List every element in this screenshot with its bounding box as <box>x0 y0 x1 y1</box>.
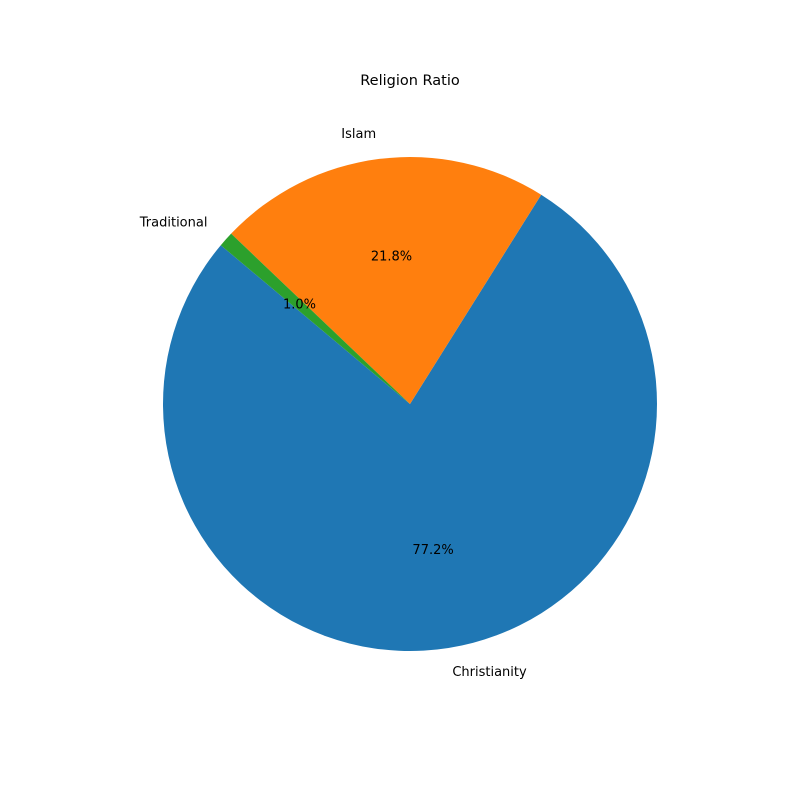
slice-label-christianity: Christianity <box>452 665 527 680</box>
pie-slice-traditional <box>220 233 410 404</box>
slice-pct-islam: 21.8% <box>371 249 412 264</box>
pie-slice-christianity <box>163 194 657 651</box>
slice-pct-traditional: 1.0% <box>283 298 316 313</box>
pie-slice-islam <box>231 156 542 404</box>
slice-label-islam: Islam <box>341 127 376 142</box>
slice-pct-christianity: 77.2% <box>412 543 453 558</box>
slice-label-traditional: Traditional <box>139 215 208 230</box>
chart-title: Religion Ratio <box>360 73 460 89</box>
